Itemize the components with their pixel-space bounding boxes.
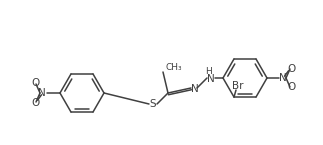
Text: Br: Br [232,81,244,91]
Text: N: N [279,73,287,83]
Text: O: O [287,83,295,93]
Text: CH₃: CH₃ [166,62,182,71]
Text: O: O [287,64,295,74]
Text: O: O [31,97,39,107]
Text: N: N [191,84,199,94]
Text: N: N [207,74,215,84]
Text: S: S [150,99,156,109]
Text: O: O [31,78,39,88]
Text: N: N [38,88,46,98]
Text: H: H [206,67,213,76]
